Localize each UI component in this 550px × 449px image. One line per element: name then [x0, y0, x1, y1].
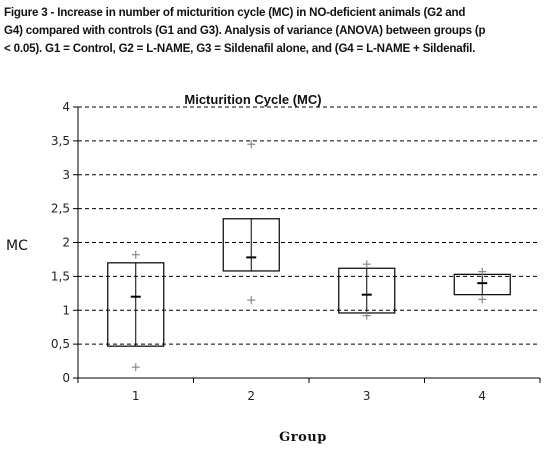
y-tick-label: 0: [62, 371, 70, 385]
y-tick-label: 3,5: [51, 134, 70, 148]
caption-line-3: < 0.05). G1 = Control, G2 = L-NAME, G3 =…: [4, 42, 476, 55]
x-axis-label: Group: [279, 430, 327, 445]
y-tick-label: 3: [62, 168, 70, 182]
x-tick-label: 4: [478, 389, 486, 403]
caption-line-2: G4) compared with controls (G1 and G3). …: [4, 24, 486, 37]
y-axis-label: MC: [6, 238, 28, 254]
y-tick-label: 0,5: [51, 337, 70, 351]
y-tick-label: 1: [62, 303, 70, 317]
x-tick-label: 1: [132, 389, 140, 403]
caption-line-1: Figure 3 - Increase in number of micturi…: [4, 6, 466, 19]
y-tick-label: 1,5: [51, 269, 70, 283]
y-tick-label: 2: [62, 236, 70, 250]
chart-title: Micturition Cycle (MC): [184, 92, 321, 107]
y-tick-label: 2,5: [51, 202, 70, 216]
x-tick-label: 2: [247, 389, 255, 403]
y-tick-label: 4: [62, 100, 70, 114]
x-tick-label: 3: [363, 389, 371, 403]
figure-caption: Figure 3 - Increase in number of micturi…: [4, 4, 548, 58]
